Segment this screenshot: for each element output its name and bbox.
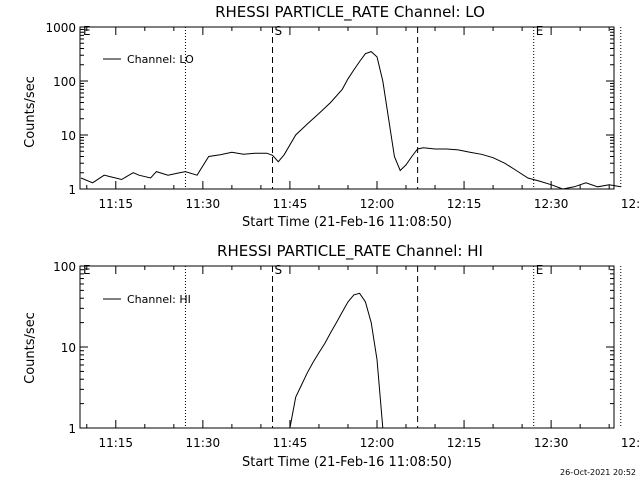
x-ticks: 11:15 11:30 11:45 12:00 12:15 12:30 12:45 (86, 27, 640, 211)
chart-title: RHESSI PARTICLE_RATE Channel: LO (215, 3, 485, 22)
legend: Channel: LO (103, 53, 194, 66)
marker-annotation: E (83, 24, 91, 38)
chart-title: RHESSI PARTICLE_RATE Channel: HI (217, 242, 483, 261)
y-ticks: 1 10 100 1000 (45, 21, 614, 197)
legend: Channel: HI (103, 293, 191, 306)
y-tick-label: 1 (68, 183, 76, 197)
marker-annotation: E (536, 24, 544, 38)
x-tick-label: 11:15 (98, 436, 133, 450)
x-tick-label: 11:45 (273, 197, 308, 211)
footer-timestamp: 26-Oct-2021 20:52 (560, 468, 636, 477)
series-line-lo (80, 51, 621, 190)
marker-annotation: S (275, 263, 283, 277)
x-tick-label: 12:00 (360, 436, 395, 450)
x-axis-label: Start Time (21-Feb-16 11:08:50) (242, 455, 452, 470)
y-ticks: 1 10 100 (53, 260, 614, 436)
marker-annotation: E (83, 263, 91, 277)
panel-lo: RHESSI PARTICLE_RATE Channel: LO Counts/… (23, 3, 640, 230)
marker-annotation: E (536, 263, 544, 277)
y-tick-label: 1000 (45, 21, 76, 35)
legend-label: Channel: LO (127, 53, 194, 66)
marker-annotation: S (275, 24, 283, 38)
x-tick-label: 11:30 (186, 436, 221, 450)
y-tick-label: 1 (68, 422, 76, 436)
y-axis-label: Counts/sec (23, 312, 38, 384)
y-tick-label: 100 (53, 260, 76, 274)
series-line-hi (289, 292, 384, 429)
x-tick-label: 11:45 (273, 436, 308, 450)
y-tick-label: 100 (53, 75, 76, 89)
x-ticks: 11:15 11:30 11:45 12:00 12:15 12:30 12:45 (86, 266, 640, 450)
legend-label: Channel: HI (127, 293, 191, 306)
x-axis-label: Start Time (21-Feb-16 11:08:50) (242, 215, 452, 230)
y-axis-label: Counts/sec (23, 76, 38, 148)
y-tick-label: 10 (61, 129, 76, 143)
x-tick-label: 11:30 (186, 197, 221, 211)
x-tick-label: 11:15 (98, 197, 133, 211)
y-tick-label: 10 (61, 341, 76, 355)
x-tick-label: 12:15 (447, 197, 482, 211)
x-tick-label: 12:15 (447, 436, 482, 450)
plot-frame (79, 26, 615, 190)
x-tick-label: 12:45 (621, 197, 640, 211)
x-tick-label: 12:00 (360, 197, 395, 211)
x-tick-label: 12:30 (534, 436, 569, 450)
x-tick-label: 12:30 (534, 197, 569, 211)
x-tick-label: 12:45 (621, 436, 640, 450)
panel-hi: RHESSI PARTICLE_RATE Channel: HI Counts/… (23, 242, 640, 470)
